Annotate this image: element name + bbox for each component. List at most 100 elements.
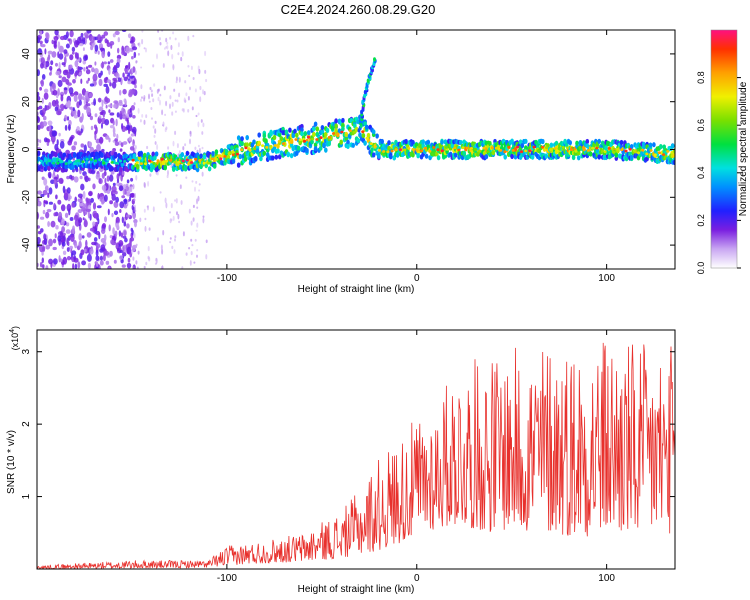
spectrogram-cell-391 [74, 51, 78, 59]
spectrogram-cell-2768 [503, 150, 507, 154]
spectrogram-cell-608 [79, 43, 84, 47]
spectrogram-cell-1027 [180, 200, 183, 205]
spectrogram-cell-1862 [334, 118, 338, 124]
spectrogram-cell-975 [154, 141, 157, 145]
spectrogram-cell-938 [132, 266, 135, 269]
spectrogram-cell-647 [74, 242, 78, 249]
spectrogram-cell-1126 [157, 88, 160, 92]
spectrogram-cell-1145 [160, 266, 163, 269]
spectrogram-cell-484 [92, 73, 98, 82]
spectrogram-cell-1143 [171, 245, 174, 250]
spectrogram-cell-159 [108, 224, 111, 232]
spectrogram-cell-452 [42, 264, 45, 269]
spectrogram-cell-1774 [296, 145, 301, 151]
spectrogram-cell-1635 [236, 162, 241, 168]
spectrogram-cell-1152 [158, 37, 161, 41]
spectrogram-cell-1111 [196, 198, 198, 205]
spectrogram-cell-324 [127, 80, 132, 85]
spectrogram-cell-424 [103, 83, 108, 87]
spectrogram-cell-1501 [180, 152, 185, 158]
spectrogram-cell-547 [37, 236, 41, 244]
spectrogram-cell-768 [85, 239, 88, 248]
spectrogram-cell-277 [83, 98, 87, 106]
spectrogram-cell-2724 [319, 136, 323, 140]
spectrogram-cell-771 [83, 55, 88, 61]
spectrogram-cell-2698 [210, 157, 214, 161]
spectrogram-cell-2728 [336, 132, 340, 136]
spectrogram-cell-2666 [77, 159, 81, 163]
spectrogram-cell-1095 [202, 122, 205, 128]
spectrogram-cell-2762 [478, 149, 482, 153]
spectrogram-cell-1963 [377, 153, 381, 159]
spectrogram-cell-1015 [166, 41, 169, 45]
spectrogram-ytick-label-4: 40 [21, 48, 32, 60]
spectrogram-cell-1750 [286, 151, 291, 157]
spectrogram-cell-587 [40, 216, 45, 220]
snr-xtick-label-1: 0 [414, 573, 420, 584]
spectrogram-cell-856 [85, 197, 89, 203]
spectrogram-cell-781 [69, 30, 74, 38]
spectrogram-cell-2214 [484, 154, 489, 160]
spectrogram-cell-240 [95, 249, 99, 257]
spectrogram-cell-360 [96, 205, 102, 209]
spectrogram-cell-2479 [597, 154, 601, 160]
spectrogram-cell-218 [78, 93, 83, 101]
spectrogram-cell-381 [114, 30, 120, 36]
spectrogram-cell-635 [51, 39, 54, 45]
spectrogram-cell-803 [72, 263, 75, 269]
spectrogram-cell-1717 [272, 134, 277, 141]
spectrogram-cell-879 [121, 171, 125, 176]
spectrogram-cell-178 [58, 61, 61, 70]
spectrogram-cell-1091 [143, 119, 146, 125]
spectrogram-cell-855 [39, 261, 43, 268]
spectrogram-cell-708 [122, 252, 127, 257]
spectrogram-cell-1050 [133, 143, 136, 147]
spectrogram-cell-75 [105, 104, 108, 109]
spectrogram-cell-1046 [191, 244, 194, 247]
spectrogram-cell-2781 [557, 147, 561, 151]
spectrogram-cell-852 [73, 176, 79, 183]
spectrogram-cell-1154 [133, 193, 136, 199]
spectrogram-cell-1140 [178, 150, 181, 155]
spectrogram-cell-2800 [636, 151, 641, 155]
spectrogram-cell-788 [125, 65, 129, 69]
spectrogram-cell-1121 [165, 202, 168, 209]
spectrogram-cell-1765 [293, 128, 297, 134]
spectrogram-cell-2779 [549, 148, 553, 152]
spectrogram-cell-583 [101, 223, 107, 229]
spectrogram-cell-411 [105, 85, 110, 94]
spectrogram-cell-275 [100, 62, 105, 69]
spectrogram-cell-1219 [59, 151, 63, 157]
spectrogram-cell-815 [91, 67, 95, 73]
spectrogram-cell-78 [66, 175, 70, 180]
spectrogram-cell-486 [95, 266, 99, 269]
spectrogram-cell-523 [37, 37, 41, 44]
spectrogram-cell-1008 [160, 244, 163, 251]
spectrogram-cell-24 [94, 61, 97, 66]
spectrogram-cell-584 [112, 120, 115, 126]
spectrogram-cell-373 [111, 185, 117, 193]
spectrogram-cell-541 [101, 122, 103, 129]
spectrogram-cell-2692 [185, 158, 189, 162]
spectrogram-cell-2730 [344, 133, 348, 137]
spectrogram-cell-843 [104, 178, 107, 184]
spectrogram-cell-1041 [184, 80, 187, 84]
spectrogram-cell-2732 [352, 131, 357, 134]
spectrogram-cell-978 [198, 183, 201, 186]
spectrogram-cell-2688 [169, 159, 173, 162]
spectrogram-cell-1086 [174, 110, 177, 113]
spectrogram-cell-1026 [169, 95, 172, 100]
spectrogram-cell-997 [135, 260, 138, 265]
spectrogram-cell-952 [199, 85, 202, 91]
spectrogram-cell-163 [62, 232, 66, 236]
spectrogram-cell-717 [66, 116, 70, 121]
spectrogram-cell-1574 [211, 151, 215, 157]
snr-scale-end: ) [10, 326, 20, 329]
spectrogram-cell-704 [65, 229, 71, 234]
spectrogram-cell-2742 [394, 148, 398, 152]
spectrogram-cell-2671 [98, 158, 102, 162]
spectrogram-cell-693 [79, 202, 84, 207]
spectrogram-cell-1139 [140, 84, 143, 90]
spectrogram-cell-2757 [457, 148, 461, 152]
spectrogram-cell-2599 [648, 142, 653, 148]
